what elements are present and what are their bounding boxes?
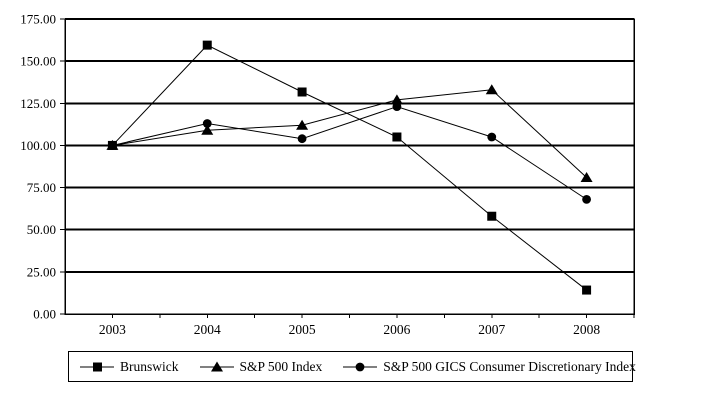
y-axis-label: 75.00 xyxy=(27,180,56,195)
series-line-brunswick xyxy=(112,44,587,291)
x-axis-label: 2006 xyxy=(383,322,410,337)
y-axis-label: 175.00 xyxy=(20,12,56,27)
marker-circle-s-p-500-gics-consumer-discretionary-index-2007 xyxy=(487,132,497,142)
marker-circle-s-p-500-gics-consumer-discretionary-index-2008 xyxy=(582,194,591,204)
x-axis-label: 2005 xyxy=(289,322,316,337)
series-line-s-p-500-gics-consumer-discretionary-index xyxy=(112,106,587,200)
marker-triangle-s-p-500-index-2006 xyxy=(390,94,403,105)
marker-square-brunswick-2008 xyxy=(582,285,592,295)
marker-square-brunswick-2004 xyxy=(202,40,212,50)
marker-circle-s-p-500-gics-consumer-discretionary-index-2004 xyxy=(202,119,212,128)
legend-item-s-p-500-index: S&P 500 Index xyxy=(199,358,323,374)
chart-legend: Brunswick S&P 500 Index S&P 500 GICS Consu… xyxy=(68,351,636,382)
legend-triangle-icon xyxy=(199,361,234,371)
legend-square-icon xyxy=(80,362,114,371)
y-axis-label: 150.00 xyxy=(20,54,56,69)
marker-square-brunswick-2005 xyxy=(297,87,307,97)
marker-circle-s-p-500-gics-consumer-discretionary-index-2003 xyxy=(108,141,117,150)
y-axis-label: 0.00 xyxy=(33,307,56,322)
marker-square-brunswick-2007 xyxy=(487,211,497,221)
legend-label: Brunswick xyxy=(120,358,179,374)
marker-triangle-s-p-500-index-2004 xyxy=(201,124,214,135)
legend-label: S&P 500 Index xyxy=(239,358,323,374)
legend-item-s-p-500-gics-consumer-discretionary-index: S&P 500 GICS Consumer Discretionary Inde… xyxy=(343,360,636,374)
legend-item-brunswick: Brunswick xyxy=(80,360,179,374)
y-axis-label: 25.00 xyxy=(27,264,56,279)
marker-circle-s-p-500-gics-consumer-discretionary-index-2006 xyxy=(392,102,402,112)
x-axis-label: 2004 xyxy=(194,322,221,337)
marker-square-brunswick-2006 xyxy=(392,132,402,142)
marker-triangle-s-p-500-index-2007 xyxy=(485,84,498,95)
legend-circle-icon xyxy=(343,362,378,371)
series-line-s-p-500-index xyxy=(112,89,587,178)
x-axis-label: 2003 xyxy=(99,322,126,337)
marker-triangle-s-p-500-index-2008 xyxy=(580,171,593,182)
x-axis-label: 2008 xyxy=(573,322,600,337)
marker-circle-s-p-500-gics-consumer-discretionary-index-2005 xyxy=(297,134,307,144)
legend-label: S&P 500 GICS Consumer Discretionary Inde… xyxy=(383,358,636,374)
plot-border xyxy=(64,18,635,315)
marker-triangle-s-p-500-index-2005 xyxy=(296,119,309,130)
x-axis-label: 2007 xyxy=(478,322,505,337)
y-axis-label: 50.00 xyxy=(27,222,56,237)
y-axis-label: 100.00 xyxy=(20,138,56,153)
y-axis-label: 125.00 xyxy=(20,96,56,111)
